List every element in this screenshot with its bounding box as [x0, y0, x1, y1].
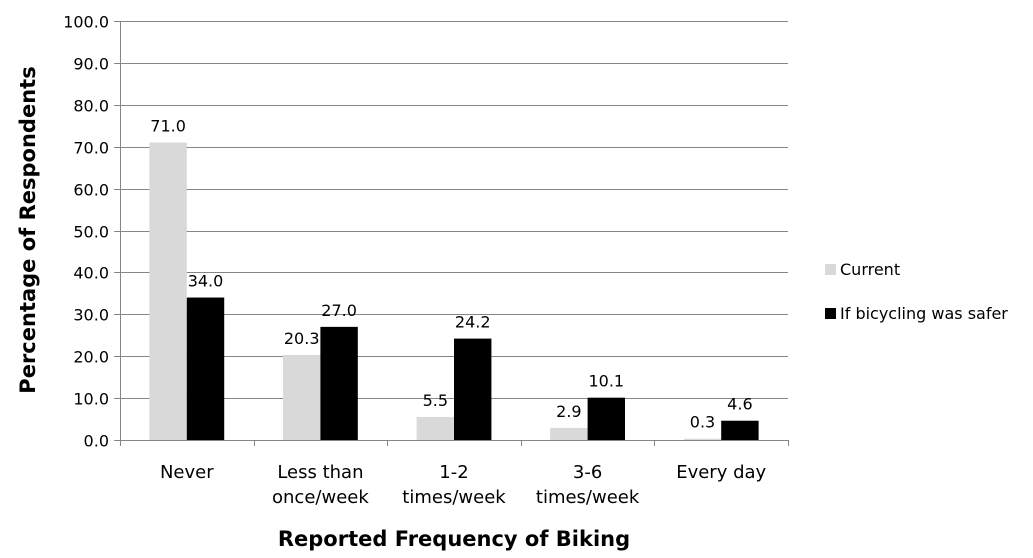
data-label: 27.0	[321, 301, 357, 320]
data-label: 0.3	[690, 413, 715, 432]
y-tick-label: 100.0	[63, 13, 109, 32]
data-label: 20.3	[284, 329, 320, 348]
y-tick-label: 20.0	[73, 348, 109, 367]
bars	[149, 142, 759, 440]
bar	[550, 427, 588, 440]
x-category-label: 1-2 times/week	[402, 462, 506, 508]
y-tick-label: 30.0	[73, 306, 109, 325]
bar	[320, 326, 358, 440]
data-labels: 71.0 20.3 5.5 2.9 0.3 34.0 27.0 24.2 10.1 4.6	[150, 117, 752, 432]
data-label: 24.2	[455, 313, 491, 332]
y-tick-label: 0.0	[84, 432, 109, 451]
y-tick-label: 40.0	[73, 264, 109, 283]
x-category-label: Less than once/week	[272, 462, 369, 508]
legend-swatch	[825, 264, 836, 275]
y-tick-label: 60.0	[73, 181, 109, 200]
x-category-labels: Never Less than once/week 1-2 times/week 3-6 t…	[160, 462, 767, 508]
data-label: 71.0	[150, 117, 186, 136]
bar	[282, 354, 321, 440]
y-tick-label: 50.0	[73, 223, 109, 242]
x-axis	[120, 21, 789, 446]
bar	[587, 397, 626, 440]
bar	[454, 338, 492, 440]
y-tick-label: 80.0	[73, 97, 109, 116]
bar	[186, 297, 225, 440]
legend-label: Current	[840, 260, 900, 279]
legend: Current If bicycling was safer	[825, 260, 1008, 323]
x-axis-title: Reported Frequency of Biking	[278, 527, 630, 551]
data-label: 2.9	[556, 402, 581, 421]
bar	[416, 416, 454, 440]
y-tick-label: 70.0	[73, 139, 109, 158]
y-axis-title: Percentage of Respondents	[16, 66, 40, 393]
bar	[721, 420, 759, 440]
data-label: 5.5	[423, 391, 448, 410]
y-tick-labels: 0.0 10.0 20.0 30.0 40.0 50.0 60.0 70.0 80.0 90.0 1…	[63, 13, 109, 451]
x-category-label: 3-6 times/week	[536, 462, 640, 508]
gridlines	[114, 21, 788, 441]
bar	[149, 142, 187, 440]
x-category-label: Every day	[676, 462, 766, 483]
data-label: 34.0	[188, 272, 224, 291]
y-tick-label: 90.0	[73, 55, 109, 74]
data-label: 4.6	[727, 395, 752, 414]
y-tick-label: 10.0	[73, 390, 109, 409]
bar	[683, 438, 722, 440]
data-label: 10.1	[588, 372, 624, 391]
legend-label: If bicycling was safer	[840, 304, 1008, 323]
legend-swatch	[825, 308, 836, 319]
x-category-label: Never	[160, 462, 214, 483]
